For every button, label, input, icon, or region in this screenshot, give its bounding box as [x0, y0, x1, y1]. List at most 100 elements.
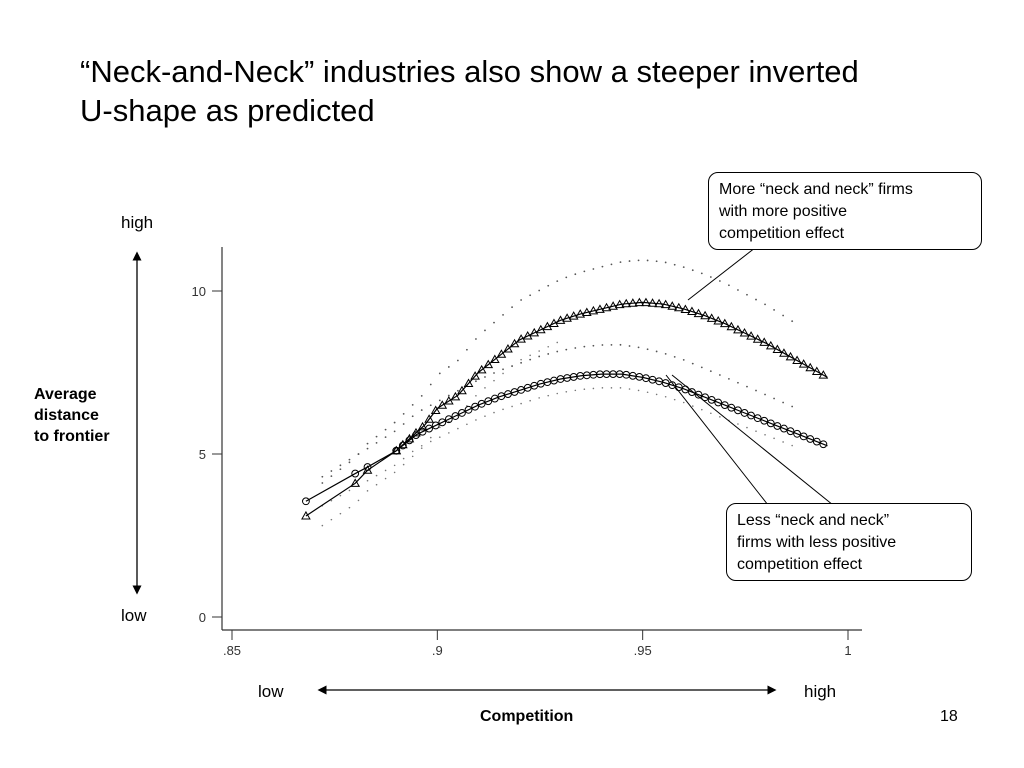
band-point	[619, 387, 622, 389]
band-point	[429, 383, 432, 386]
band-point	[475, 419, 477, 421]
band-point	[673, 263, 676, 266]
data-point	[792, 355, 802, 365]
data-point	[614, 299, 625, 309]
band-point	[664, 352, 667, 355]
band-point	[710, 412, 712, 415]
band-point	[339, 512, 342, 515]
band-point	[782, 314, 785, 317]
band-point	[393, 430, 396, 433]
band-point	[493, 411, 495, 414]
data-point	[688, 388, 696, 396]
y-tick-label: 0	[199, 610, 206, 625]
data-point	[714, 398, 723, 407]
upper-callout-line-2: with more positive	[719, 203, 848, 220]
data-point	[529, 327, 540, 337]
band-point	[538, 350, 540, 352]
band-point	[646, 348, 649, 351]
band-point	[755, 430, 757, 432]
band-point	[321, 482, 324, 484]
page-number: 18	[940, 708, 958, 725]
band-point	[411, 455, 414, 458]
data-point	[734, 406, 742, 415]
data-point	[483, 359, 494, 369]
band-point	[610, 344, 613, 346]
band-point	[547, 284, 550, 287]
data-point	[301, 510, 311, 520]
band-point	[538, 397, 540, 399]
band-point	[583, 270, 586, 273]
data-point	[425, 424, 434, 433]
band-point	[502, 313, 504, 316]
band-point	[411, 403, 414, 406]
data-point	[477, 399, 486, 408]
band-point	[764, 303, 766, 306]
data-point	[701, 393, 709, 402]
band-point	[348, 461, 351, 464]
data-point	[562, 313, 572, 322]
band-point	[637, 346, 640, 349]
data-point	[641, 297, 651, 307]
band-point	[628, 345, 631, 347]
data-point	[621, 298, 632, 308]
data-point	[302, 497, 310, 506]
upper-callout: More “neck and neck” firms with more pos…	[708, 172, 982, 250]
data-point	[351, 469, 360, 478]
band-point	[601, 344, 604, 346]
band-point	[420, 444, 423, 447]
band-point	[411, 415, 414, 418]
lower-callout-line-2: firms with less positive	[737, 534, 897, 551]
band-point	[538, 355, 541, 358]
band-point	[438, 426, 441, 429]
y-axis-title-line-3: to frontier	[34, 428, 110, 445]
band-point	[493, 321, 495, 324]
x-tick-label: 1	[844, 643, 851, 658]
band-point	[547, 394, 550, 397]
data-point	[700, 310, 710, 320]
slide-title: “Neck-and-Neck” industries also show a s…	[80, 52, 980, 130]
data-point	[516, 334, 526, 343]
band-point	[420, 409, 423, 411]
data-point	[726, 321, 737, 331]
band-point	[682, 401, 685, 404]
data-point	[431, 421, 440, 430]
band-point	[691, 405, 694, 407]
slide-title-line-1: “Neck-and-Neck” industries also show a s…	[80, 54, 859, 89]
band-point	[601, 265, 604, 268]
data-point	[819, 440, 828, 449]
band-point	[511, 365, 513, 367]
data-point	[581, 307, 592, 316]
data-point	[424, 414, 434, 423]
data-point	[438, 418, 447, 427]
band-point	[466, 348, 468, 351]
band-point	[330, 475, 333, 478]
band-point	[484, 415, 486, 417]
lower-callout-line-1: Less “neck and neck”	[737, 512, 890, 529]
band-point	[447, 394, 450, 397]
data-point	[719, 318, 730, 328]
band-point	[484, 329, 486, 332]
band-point	[402, 457, 405, 460]
band-point	[393, 421, 396, 424]
data-point	[773, 422, 782, 430]
data-point	[811, 366, 822, 375]
data-point	[509, 338, 520, 348]
band-point	[411, 450, 414, 453]
band-point	[737, 381, 739, 384]
band-point	[592, 344, 595, 347]
band-point	[791, 444, 793, 447]
data-point	[489, 354, 500, 363]
band-point	[655, 393, 658, 396]
data-point	[627, 298, 638, 307]
band-point	[709, 276, 712, 278]
upper-callout-line-3: competition effect	[719, 225, 845, 242]
data-point	[818, 370, 829, 379]
data-point	[549, 318, 559, 327]
band-point	[511, 306, 513, 309]
band-point	[429, 404, 432, 407]
chart-axes: 0 5 10 .85 .9 .95 1	[192, 247, 862, 658]
band-point	[583, 345, 586, 348]
series-triangle	[301, 297, 829, 520]
data-point	[535, 324, 546, 334]
